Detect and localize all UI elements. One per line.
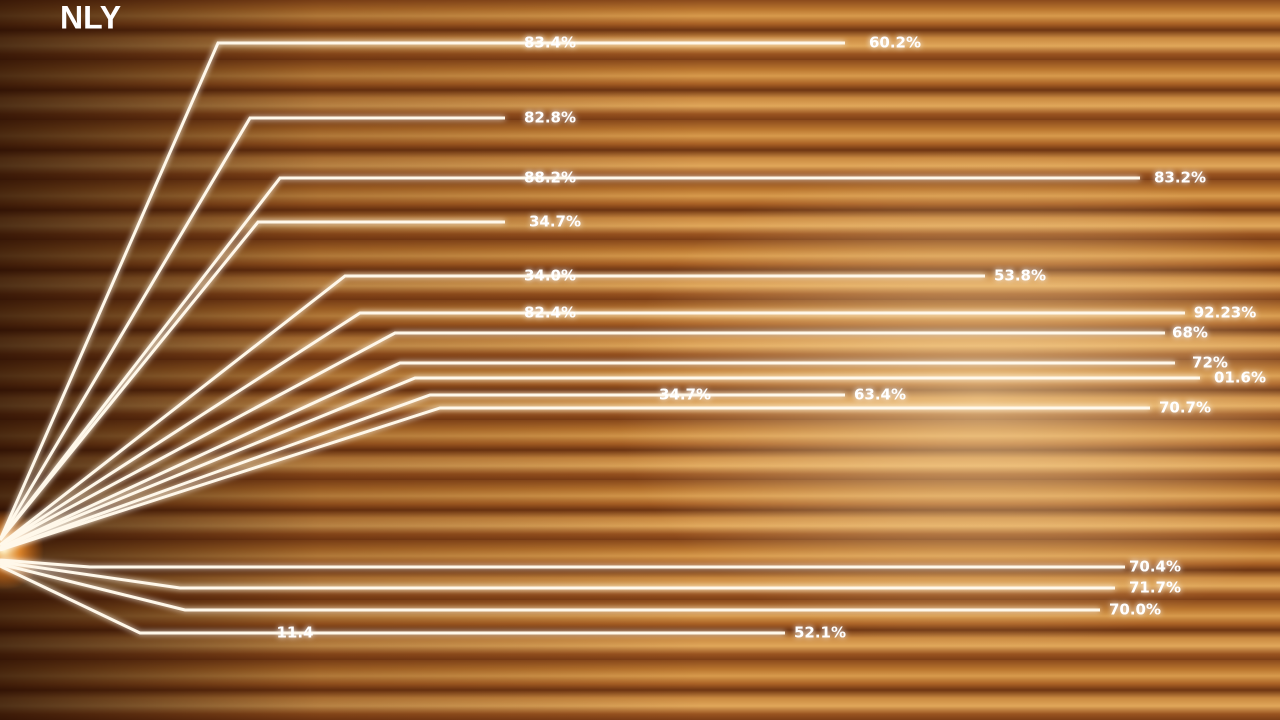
value-label: 11.4 [276, 624, 313, 642]
line [0, 220, 505, 541]
title: NLY [60, 0, 121, 35]
lines: 83.4% 60.2% 82.8% 88.2% 83.2% 34.7% 34.0% 53.8%… [0, 34, 1266, 642]
value-label: 01.6% [1214, 369, 1266, 387]
value-label: 70.7% [1159, 399, 1211, 417]
value-label: 60.2% [869, 34, 921, 52]
line [0, 562, 1100, 612]
value-label: 70.4% [1129, 558, 1181, 576]
value-label: 34.0% [524, 267, 576, 285]
line [0, 274, 985, 547]
value-label: 63.4% [854, 386, 906, 404]
value-label: 92.23% [1194, 304, 1256, 322]
line [0, 393, 845, 552]
value-label: 53.8% [994, 267, 1046, 285]
line [0, 361, 1175, 550]
value-label: 34.7% [659, 386, 711, 404]
line [0, 41, 845, 541]
line [0, 560, 1115, 590]
value-label: 72% [1192, 354, 1228, 372]
value-label: 34.7% [529, 213, 581, 231]
value-label: 82.4% [524, 304, 576, 322]
line [0, 176, 1140, 541]
value-label: 68% [1172, 324, 1208, 342]
value-label: 82.8% [524, 109, 576, 127]
value-label: 83.2% [1154, 169, 1206, 187]
value-label: 83.4% [524, 34, 576, 52]
line [0, 116, 505, 541]
line [0, 331, 1165, 547]
line [0, 406, 1150, 552]
value-label: 70.0% [1109, 601, 1161, 619]
line [0, 558, 1125, 569]
line [0, 564, 785, 635]
line [0, 376, 1200, 550]
value-label: 71.7% [1129, 579, 1181, 597]
value-label: 88.2% [524, 169, 576, 187]
value-label: 52.1% [794, 624, 846, 642]
line [0, 311, 1185, 547]
